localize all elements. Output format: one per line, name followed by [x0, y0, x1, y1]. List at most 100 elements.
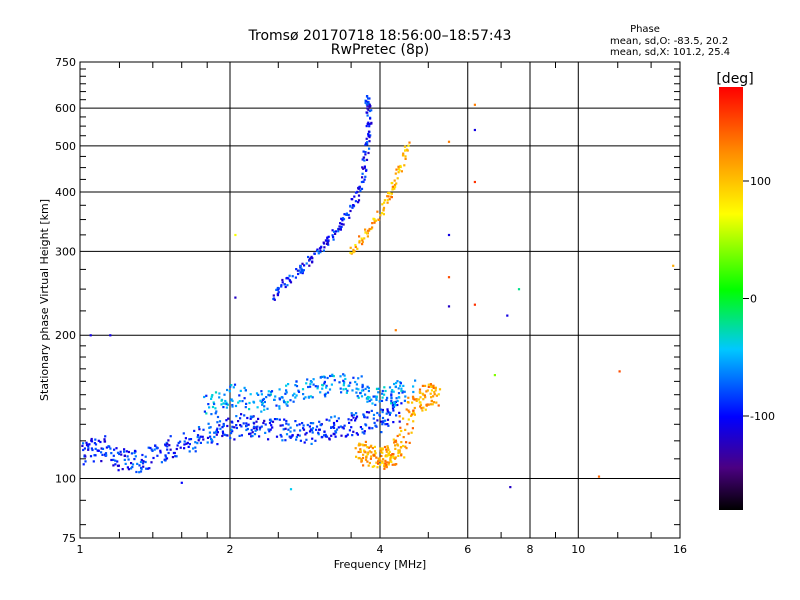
data-point: [391, 404, 394, 407]
data-point: [144, 455, 147, 458]
data-point: [360, 375, 363, 378]
data-point: [251, 434, 254, 438]
data-point: [342, 388, 345, 391]
data-point: [360, 180, 363, 184]
data-point: [289, 426, 292, 429]
data-point: [272, 297, 276, 300]
data-point: [216, 427, 219, 430]
data-point: [400, 170, 403, 173]
minor-ticks: [80, 62, 680, 538]
data-point: [257, 417, 260, 420]
data-point: [337, 417, 340, 420]
data-point: [388, 386, 392, 389]
data-point: [327, 235, 330, 238]
data-point: [383, 386, 386, 389]
data-point: [243, 386, 246, 389]
data-point: [389, 411, 392, 414]
data-point: [308, 259, 311, 262]
data-point: [323, 434, 326, 437]
data-point: [367, 134, 370, 137]
data-point: [366, 141, 369, 144]
data-point: [369, 134, 372, 137]
data-point: [365, 125, 368, 128]
data-point: [311, 261, 314, 264]
data-point: [280, 285, 283, 288]
data-point: [392, 438, 395, 441]
data-point: [386, 410, 389, 413]
data-point: [252, 425, 256, 428]
data-point: [300, 270, 303, 273]
data-point: [397, 454, 400, 457]
data-point: [355, 383, 358, 386]
data-point: [130, 462, 133, 465]
data-point: [97, 439, 100, 442]
data-point: [196, 434, 200, 437]
data-point: [398, 169, 401, 172]
data-point: [176, 444, 179, 447]
data-point: [401, 154, 405, 157]
data-point: [239, 424, 242, 427]
data-point: [345, 212, 348, 215]
data-point: [349, 251, 352, 254]
data-point: [103, 453, 107, 456]
data-point: [366, 104, 369, 107]
data-point: [363, 414, 366, 417]
data-point: [364, 143, 367, 146]
data-point: [356, 247, 359, 250]
data-point: [323, 380, 326, 383]
data-point: [224, 399, 227, 403]
data-point: [90, 437, 93, 441]
data-point: [324, 433, 327, 436]
data-point: [179, 440, 182, 443]
data-point: [403, 145, 407, 148]
data-point: [364, 153, 367, 156]
data-point: [425, 403, 428, 406]
data-point: [309, 395, 313, 398]
data-point: [175, 455, 178, 458]
data-point: [101, 447, 105, 450]
data-point: [412, 412, 416, 415]
data-point: [363, 178, 366, 181]
data-point: [361, 427, 364, 431]
data-point: [226, 434, 229, 437]
data-point: [404, 445, 407, 448]
data-point: [166, 445, 169, 448]
data-point: [283, 418, 286, 421]
data-point: [361, 240, 364, 243]
data-point: [413, 398, 416, 401]
data-point: [329, 374, 332, 378]
data-point: [382, 420, 385, 423]
data-point: [381, 423, 384, 426]
data-point: [382, 213, 385, 216]
data-point: [412, 420, 415, 423]
data-point: [175, 447, 178, 451]
data-point: [366, 452, 369, 455]
data-point: [297, 272, 300, 276]
data-point: [130, 452, 133, 455]
data-point: [320, 375, 324, 378]
data-point: [296, 433, 299, 437]
data-point: [304, 396, 307, 399]
data-point: [342, 384, 345, 387]
data-point: [287, 428, 290, 431]
data-point: [366, 446, 369, 449]
data-point: [196, 442, 199, 445]
data-point: [312, 422, 315, 425]
data-point: [393, 382, 396, 386]
data-point: [166, 448, 169, 451]
data-point: [305, 431, 308, 435]
data-point: [252, 427, 255, 430]
data-point: [420, 407, 423, 410]
data-point: [164, 454, 167, 457]
data-point: [288, 274, 291, 277]
data-point: [150, 461, 153, 464]
data-point: [447, 140, 451, 143]
data-point: [131, 465, 134, 469]
data-point: [387, 463, 390, 466]
data-point: [402, 444, 405, 448]
data-point: [431, 403, 434, 406]
data-point: [171, 456, 174, 459]
data-point: [335, 419, 339, 423]
data-point: [268, 394, 271, 397]
data-point: [419, 403, 422, 406]
